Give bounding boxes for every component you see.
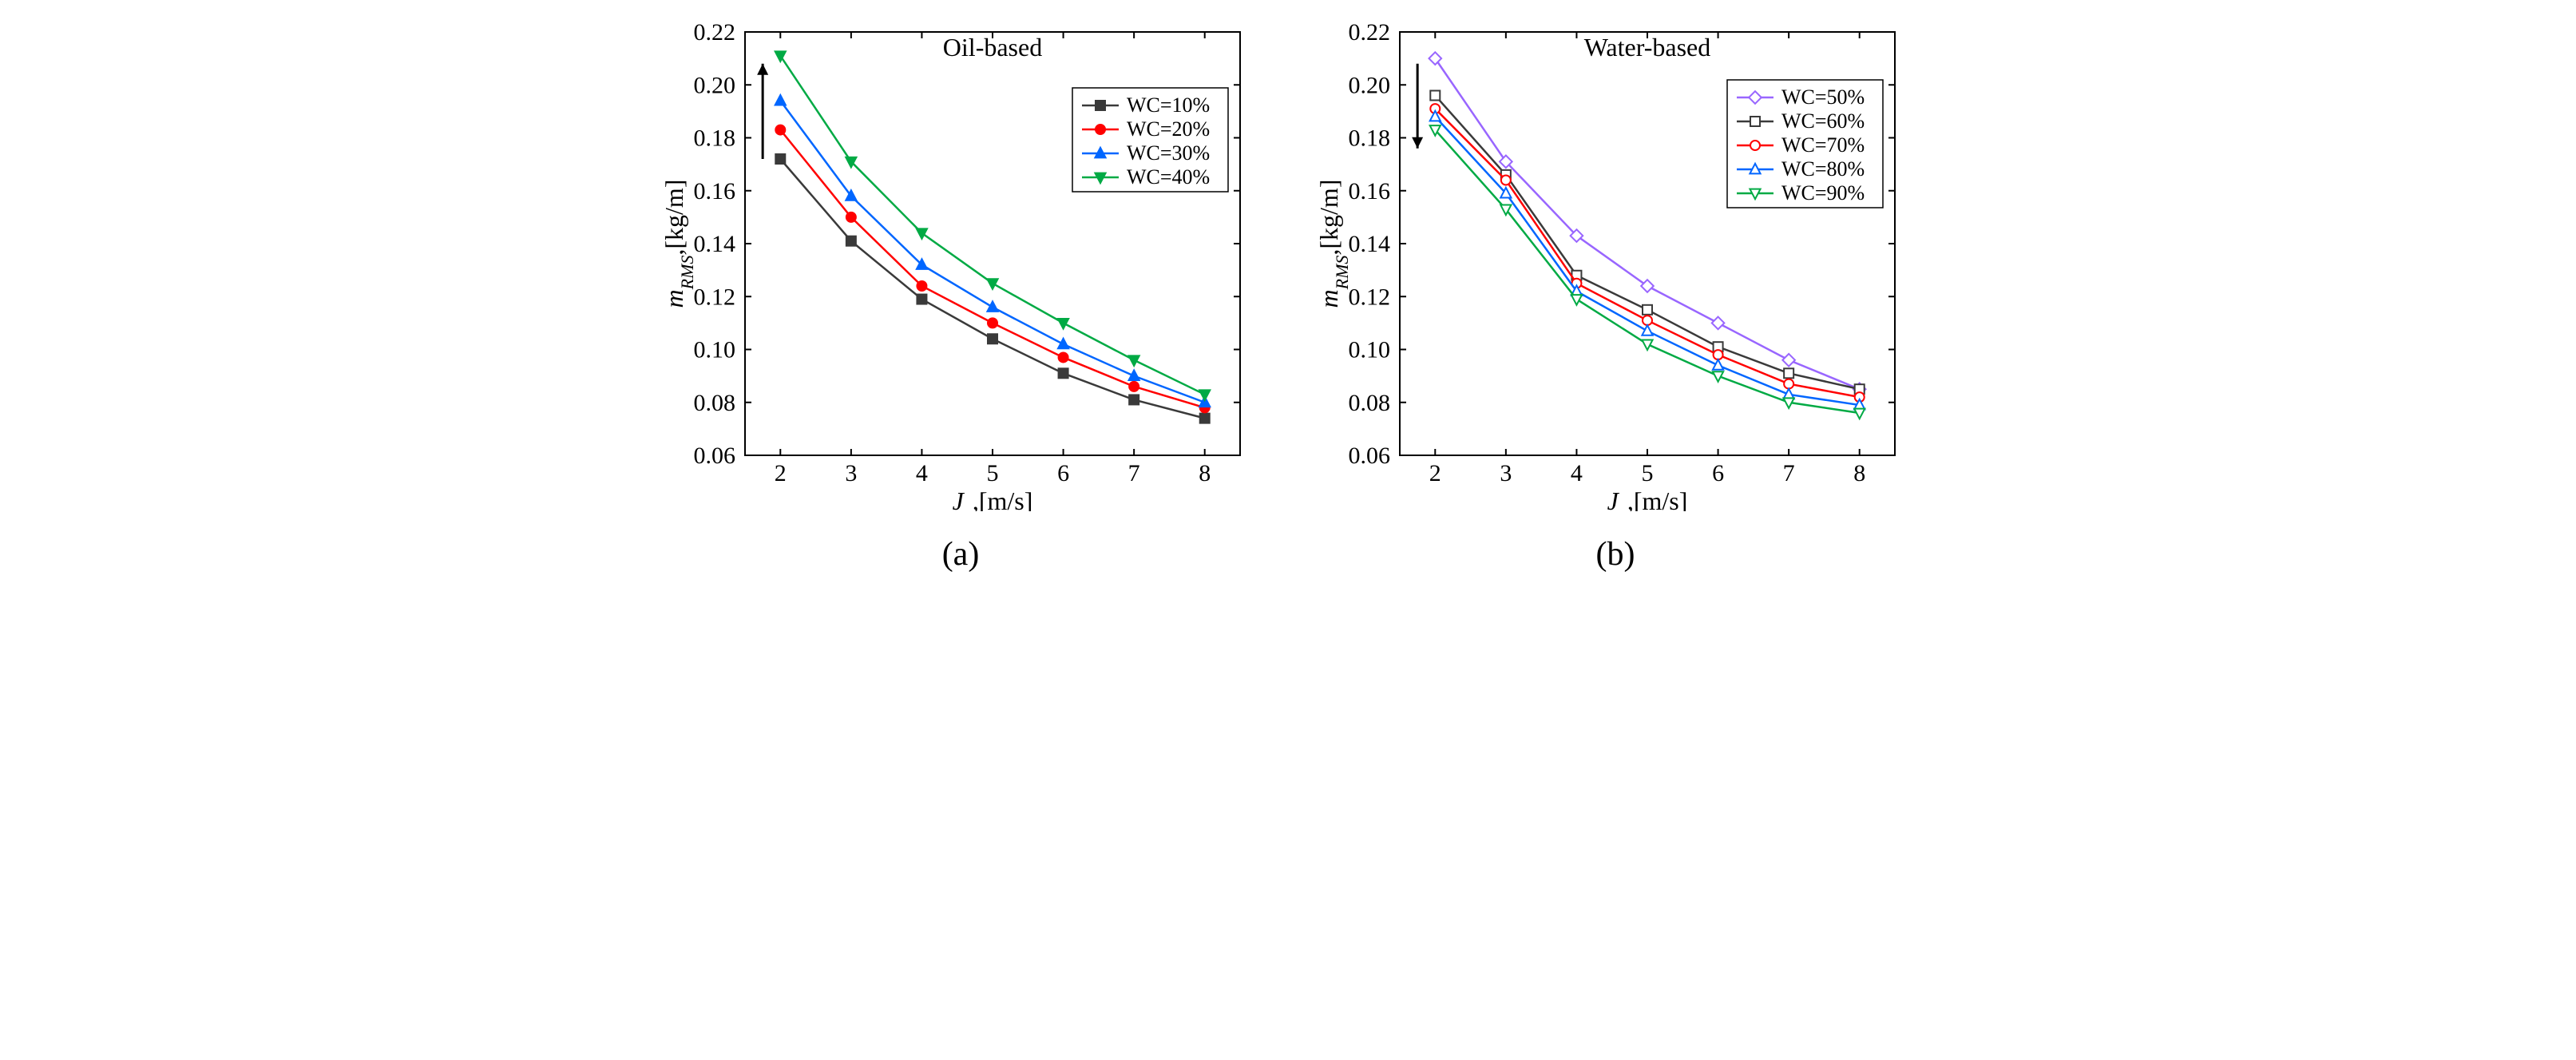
svg-text:0.20: 0.20: [694, 72, 736, 98]
svg-text:0.18: 0.18: [1349, 125, 1391, 152]
svg-text:0.16: 0.16: [1349, 178, 1391, 204]
panel-a: 2 3 4 5 6 7 8 0.06 0.08 0.10 0.12 0.14 0.16 0.18 0.20 0…: [657, 16, 1264, 574]
svg-text:WC=10%: WC=10%: [1127, 93, 1210, 117]
svg-text:0.08: 0.08: [1349, 390, 1391, 416]
svg-text:0.22: 0.22: [1349, 19, 1391, 46]
svg-text:4: 4: [1571, 460, 1583, 486]
svg-text:WC=70%: WC=70%: [1781, 133, 1865, 157]
svg-text:5: 5: [1642, 460, 1654, 486]
chart-a-svg: 2 3 4 5 6 7 8 0.06 0.08 0.10 0.12 0.14 0.16 0.18 0.20 0…: [657, 16, 1264, 511]
panel-a-caption: (a): [942, 535, 980, 574]
svg-text:WC=50%: WC=50%: [1781, 85, 1865, 109]
svg-text:WC=60%: WC=60%: [1781, 109, 1865, 133]
panel-b-caption: (b): [1596, 535, 1635, 574]
svg-text:mRMS,[kg/m]: mRMS,[kg/m]: [1314, 180, 1352, 308]
svg-text:8: 8: [1199, 460, 1211, 486]
svg-text:WC=20%: WC=20%: [1127, 117, 1210, 141]
svg-text:2: 2: [1429, 460, 1441, 486]
svg-text:Jg,[m/s]: Jg,[m/s]: [953, 486, 1033, 511]
panel-b: 2 3 4 5 6 7 8 0.06 0.08 0.10 0.12 0.14 0.16 0.18 0.20 0…: [1312, 16, 1919, 574]
svg-text:6: 6: [1712, 460, 1724, 486]
svg-text:Water-based: Water-based: [1584, 33, 1710, 62]
svg-text:0.20: 0.20: [1349, 72, 1391, 98]
svg-text:5: 5: [987, 460, 999, 486]
svg-text:0.22: 0.22: [694, 19, 736, 46]
svg-text:4: 4: [916, 460, 928, 486]
svg-text:0.12: 0.12: [694, 284, 736, 310]
svg-text:0.08: 0.08: [694, 390, 736, 416]
svg-text:Jg,[m/s]: Jg,[m/s]: [1607, 486, 1688, 511]
svg-text:0.10: 0.10: [694, 337, 736, 363]
svg-text:0.18: 0.18: [694, 125, 736, 152]
svg-text:7: 7: [1128, 460, 1140, 486]
svg-text:0.06: 0.06: [1349, 443, 1391, 469]
svg-text:2: 2: [775, 460, 787, 486]
svg-text:0.16: 0.16: [694, 178, 736, 204]
svg-text:WC=30%: WC=30%: [1127, 141, 1210, 165]
svg-text:6: 6: [1057, 460, 1069, 486]
svg-text:3: 3: [1500, 460, 1512, 486]
svg-text:0.12: 0.12: [1349, 284, 1391, 310]
svg-text:0.14: 0.14: [1349, 231, 1391, 257]
chart-b-svg: 2 3 4 5 6 7 8 0.06 0.08 0.10 0.12 0.14 0.16 0.18 0.20 0…: [1312, 16, 1919, 511]
svg-text:0.14: 0.14: [694, 231, 736, 257]
figure-container: 2 3 4 5 6 7 8 0.06 0.08 0.10 0.12 0.14 0.16 0.18 0.20 0…: [0, 0, 2576, 582]
svg-text:Oil-based: Oil-based: [943, 33, 1042, 62]
svg-text:WC=80%: WC=80%: [1781, 157, 1865, 181]
svg-text:WC=90%: WC=90%: [1781, 181, 1865, 204]
svg-text:WC=40%: WC=40%: [1127, 165, 1210, 189]
svg-text:mRMS,[kg/m]: mRMS,[kg/m]: [660, 180, 697, 308]
svg-text:0.10: 0.10: [1349, 337, 1391, 363]
svg-text:3: 3: [845, 460, 857, 486]
svg-text:7: 7: [1783, 460, 1795, 486]
svg-text:8: 8: [1853, 460, 1865, 486]
svg-text:0.06: 0.06: [694, 443, 736, 469]
